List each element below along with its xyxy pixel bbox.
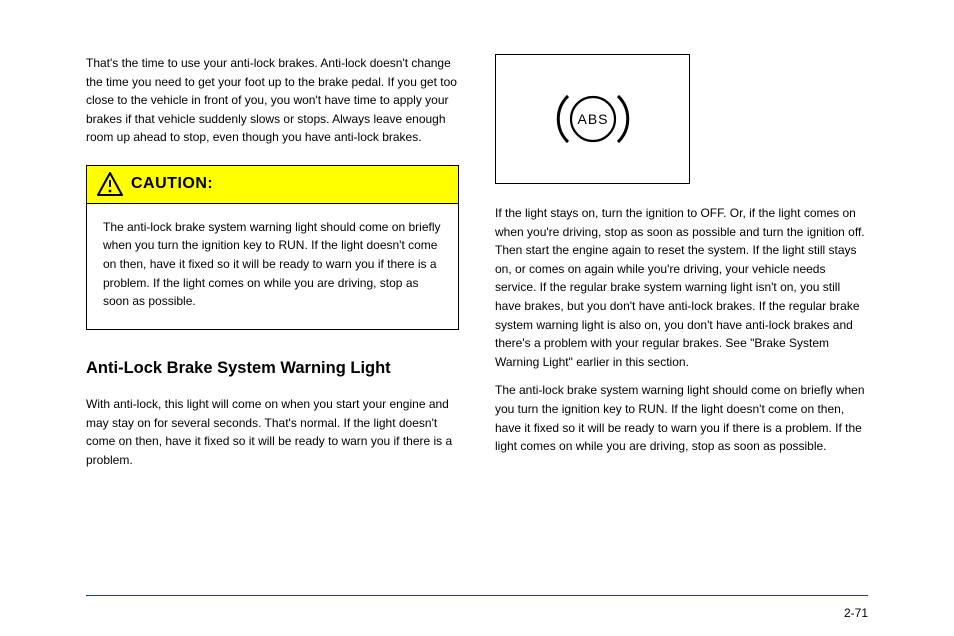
caution-label: CAUTION:: [131, 172, 213, 197]
page-number: 2-71: [844, 606, 868, 620]
abs-light-figure: ABS: [495, 54, 690, 184]
right-column: ABS If the light stays on, turn the igni…: [495, 54, 868, 480]
right-para-2: The anti-lock brake system warning light…: [495, 381, 868, 455]
section-heading: Anti-Lock Brake System Warning Light: [86, 356, 459, 382]
page: That's the time to use your anti-lock br…: [0, 0, 954, 636]
footer-rule: [86, 595, 868, 597]
caution-body: The anti-lock brake system warning light…: [87, 204, 458, 329]
right-para-1: If the light stays on, turn the ignition…: [495, 204, 868, 371]
left-column: That's the time to use your anti-lock br…: [86, 54, 459, 480]
caution-box: CAUTION: The anti-lock brake system warn…: [86, 165, 459, 330]
left-para-2: With anti-lock, this light will come on …: [86, 395, 459, 469]
content-columns: That's the time to use your anti-lock br…: [86, 54, 868, 480]
warning-triangle-icon: [97, 172, 123, 196]
abs-icon: ABS: [538, 84, 648, 154]
abs-text: ABS: [577, 111, 608, 127]
caution-header: CAUTION:: [87, 166, 458, 204]
left-para-1: That's the time to use your anti-lock br…: [86, 54, 459, 147]
